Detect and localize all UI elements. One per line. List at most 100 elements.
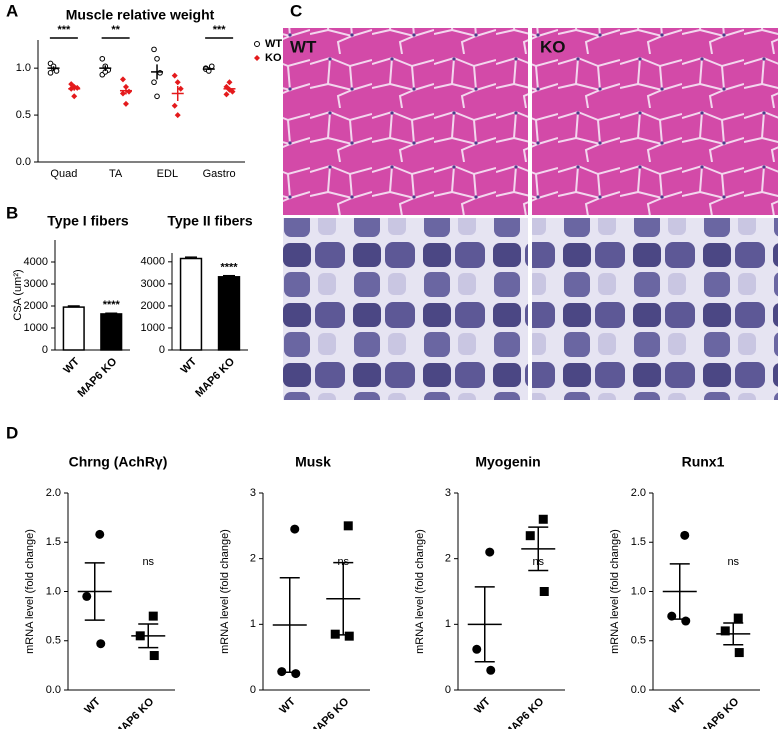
data-point [82, 591, 92, 601]
significance: **** [220, 262, 238, 274]
significance: **** [103, 299, 121, 311]
data-point [538, 514, 548, 524]
y-tick-label: 1000 [141, 322, 165, 334]
x-tick-label: WT [667, 695, 688, 716]
panel-label: B [6, 203, 18, 222]
panel-label: A [6, 1, 18, 20]
y-tick-label: 2.0 [46, 487, 61, 499]
micrograph-atpase-ko [532, 218, 778, 400]
data-point [226, 79, 233, 86]
bar [217, 276, 241, 351]
data-point [96, 639, 106, 649]
panel-label: D [6, 423, 18, 442]
data-point [486, 665, 496, 675]
data-point [208, 63, 215, 70]
chart-title: Myogenin [475, 454, 540, 470]
y-tick-label: 3000 [24, 278, 48, 290]
significance: ns [532, 556, 544, 568]
x-tick-label: MAP6 KO [112, 695, 156, 729]
x-tick-label: WT [179, 355, 200, 376]
y-tick-label: 3000 [141, 278, 165, 290]
data-point [95, 529, 105, 539]
panel-label: C [290, 1, 302, 20]
x-tick-label: WT [61, 355, 82, 376]
micrograph-atpase-wt [283, 218, 528, 400]
chart-title: Runx1 [682, 454, 725, 470]
chart-title: Type I fibers [47, 213, 129, 229]
chart-title: Musk [295, 454, 331, 470]
significance: ns [142, 556, 154, 568]
y-tick-label: 0.5 [16, 109, 31, 121]
y-tick-label: 1.0 [16, 62, 31, 74]
x-tick-label: TA [109, 168, 123, 180]
data-point [174, 79, 181, 86]
bar [100, 313, 123, 351]
micrograph-he-ko [532, 28, 778, 215]
data-point [472, 644, 482, 654]
data-point [174, 112, 181, 119]
y-axis-label: mRNA level (fold change) [24, 529, 36, 654]
data-point [681, 616, 691, 626]
y-tick-label: 0 [42, 344, 48, 356]
data-point [720, 626, 730, 636]
y-tick-label: 0.5 [631, 635, 646, 647]
data-point [733, 613, 743, 623]
y-tick-label: 2000 [24, 300, 48, 312]
y-tick-label: 1.0 [631, 585, 646, 597]
y-tick-label: 3 [445, 487, 451, 499]
chart-title: Chrng (AchRγ) [69, 454, 168, 470]
x-tick-label: EDL [157, 168, 178, 180]
x-tick-label: Gastro [203, 168, 236, 180]
y-tick-label: 1 [445, 618, 451, 630]
data-point [680, 530, 690, 540]
micrograph-label: KO [540, 37, 566, 56]
x-tick-label: Quad [50, 168, 77, 180]
data-point [171, 102, 178, 109]
y-axis-label: mRNA level (fold change) [219, 529, 231, 654]
legend-label: KO [265, 52, 282, 64]
x-tick-label: MAP6 KO [502, 695, 546, 729]
data-point [291, 669, 301, 679]
significance: ns [727, 556, 739, 568]
micrograph-he-wt [283, 28, 528, 215]
y-tick-label: 2 [445, 553, 451, 565]
significance: ** [111, 24, 120, 36]
data-point [122, 100, 129, 107]
data-point [344, 631, 354, 641]
y-tick-label: 0.0 [631, 684, 646, 696]
y-tick-label: 1.5 [46, 536, 61, 548]
y-tick-label: 0.5 [46, 635, 61, 647]
data-point [525, 531, 535, 541]
data-point [154, 93, 160, 100]
data-point [485, 547, 495, 557]
x-tick-label: WT [277, 695, 298, 716]
y-tick-label: 1 [250, 618, 256, 630]
data-point [734, 648, 744, 658]
legend-marker [254, 55, 260, 61]
y-tick-label: 3 [250, 487, 256, 499]
data-point [177, 85, 184, 92]
y-tick-label: 1.5 [631, 536, 646, 548]
y-tick-label: 0.0 [46, 684, 61, 696]
y-axis-label: CSA (um²) [12, 269, 24, 320]
x-tick-label: MAP6 KO [193, 355, 237, 399]
data-point [149, 651, 159, 661]
y-tick-label: 0 [445, 684, 451, 696]
y-tick-label: 2.0 [631, 487, 646, 499]
chart-title: Type II fibers [167, 213, 253, 229]
significance: *** [213, 24, 227, 36]
data-point [99, 55, 106, 62]
y-axis-label: mRNA level (fold change) [414, 529, 426, 654]
x-tick-label: WT [82, 695, 103, 716]
x-tick-label: MAP6 KO [75, 355, 119, 399]
y-axis-label: mRNA level (fold change) [609, 529, 621, 654]
data-point [151, 79, 157, 86]
data-point [223, 91, 230, 98]
bar [179, 257, 203, 351]
y-tick-label: 2000 [141, 300, 165, 312]
legend-label: WT [265, 38, 282, 50]
data-point [154, 55, 160, 62]
y-tick-label: 4000 [141, 256, 165, 268]
data-point [343, 521, 353, 531]
data-point [119, 90, 126, 97]
